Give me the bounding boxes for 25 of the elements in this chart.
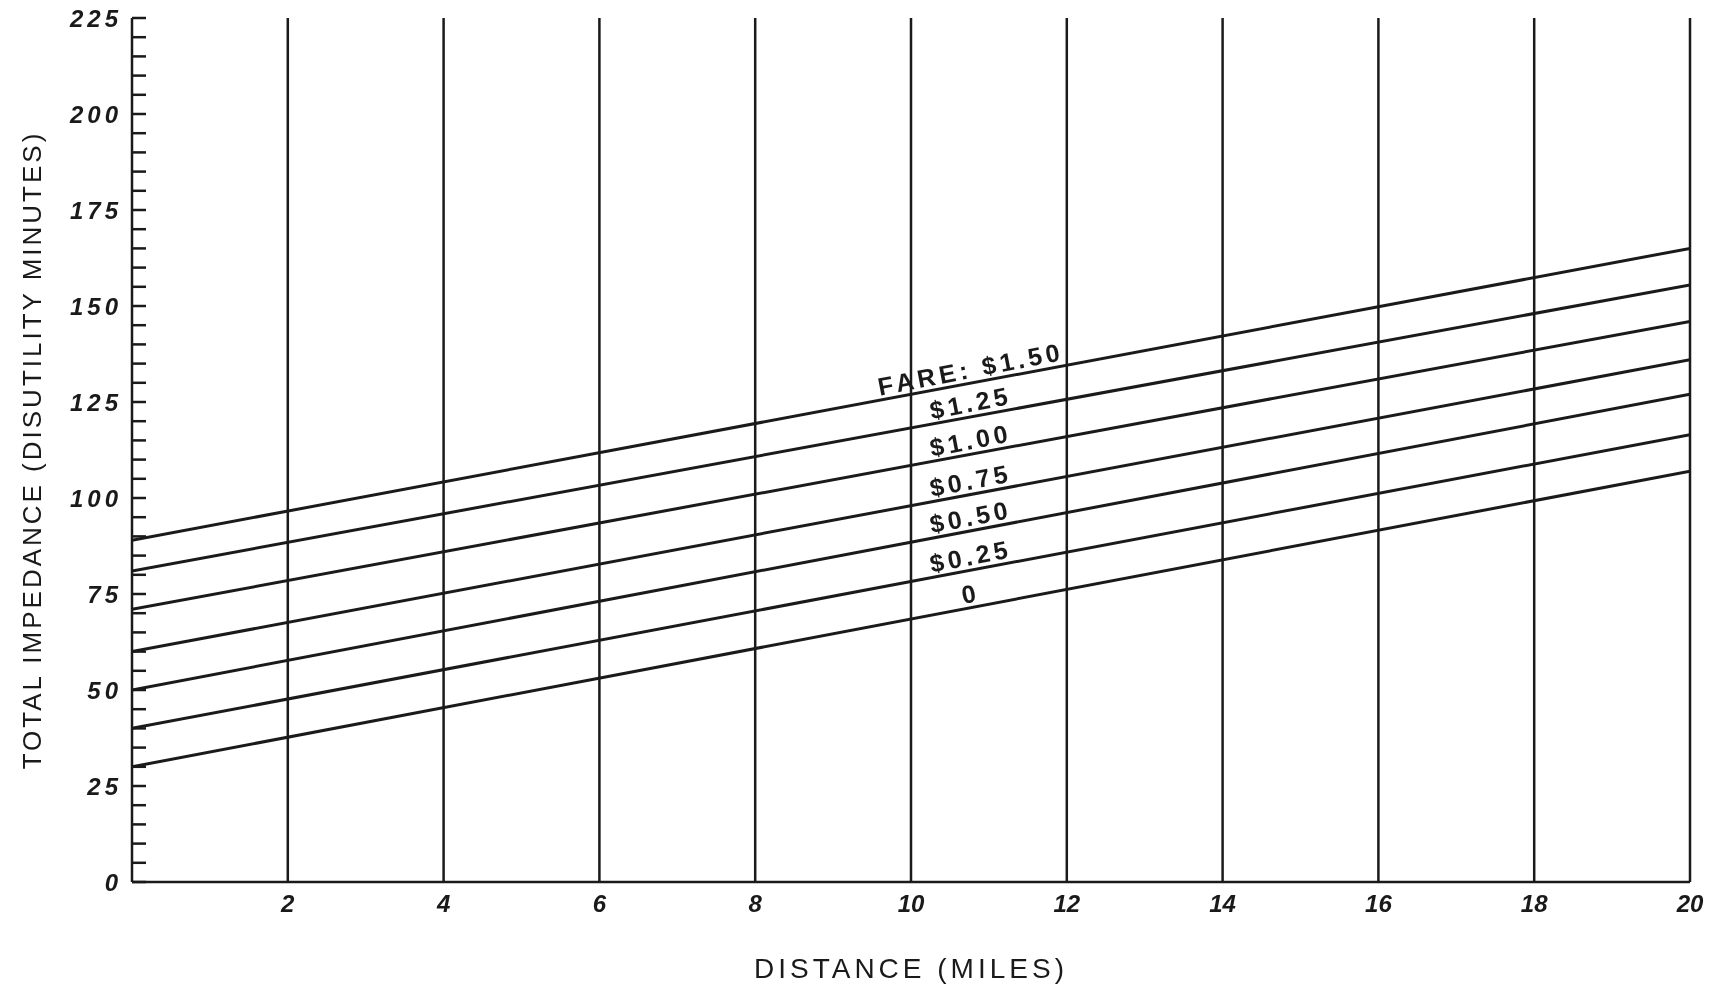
y-axis-title: TOTAL IMPEDANCE (DISUTILITY MINUTES): [17, 130, 48, 770]
x-tick-label: 12: [1053, 890, 1081, 917]
text: $0.75: [927, 458, 1014, 502]
text: $0.25: [927, 534, 1014, 578]
y-tick-label: 125: [69, 388, 122, 416]
x-tick-label: 6: [592, 890, 607, 917]
x-tick-label: 8: [748, 890, 763, 917]
y-tick-label: 75: [87, 580, 122, 608]
x-tick-label: 4: [435, 890, 451, 917]
y-tick-label: 150: [69, 292, 122, 320]
y-tick-label: 200: [68, 100, 122, 128]
x-tick-label: 10: [897, 890, 925, 917]
y-tick-label: 0: [104, 868, 122, 896]
y-tick-label: 50: [87, 676, 122, 704]
x-axis-title: DISTANCE (MILES): [754, 953, 1068, 984]
x-tick-label: 20: [1675, 890, 1704, 917]
text: 0: [959, 577, 983, 609]
y-tick-label: 175: [69, 196, 122, 224]
y-tick-label: 25: [86, 772, 122, 800]
x-tick-label: 14: [1209, 890, 1236, 917]
y-tick-label: 225: [68, 4, 122, 32]
x-tick-label: 18: [1520, 890, 1549, 917]
y-tick-label: 100: [69, 484, 122, 512]
x-tick-label: 2: [280, 890, 296, 917]
x-tick-label: 16: [1365, 890, 1393, 917]
